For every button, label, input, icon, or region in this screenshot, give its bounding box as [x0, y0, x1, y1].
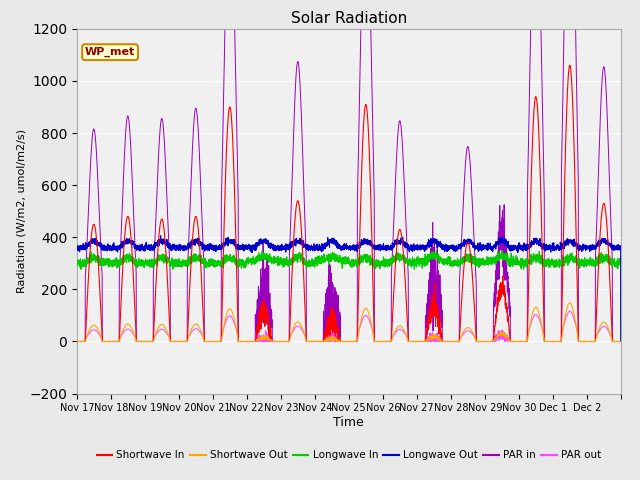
- Longwave Out: [157, 233, 164, 239]
- Shortwave Out: [566, 300, 573, 306]
- Shortwave Out: [539, 328, 547, 334]
- Shortwave In: [498, 288, 506, 294]
- PAR in: [539, 117, 547, 122]
- Line: Shortwave In: Shortwave In: [77, 65, 621, 341]
- PAR out: [73, 338, 81, 344]
- X-axis label: Time: Time: [333, 416, 364, 429]
- Longwave In: [525, 258, 532, 264]
- Shortwave Out: [617, 338, 625, 344]
- PAR out: [369, 327, 377, 333]
- Longwave In: [498, 248, 506, 253]
- PAR out: [398, 327, 406, 333]
- Text: WP_met: WP_met: [85, 47, 135, 57]
- Longwave Out: [369, 244, 377, 250]
- Shortwave In: [369, 275, 377, 281]
- PAR in: [186, 217, 193, 223]
- Y-axis label: Radiation (W/m2, umol/m2/s): Radiation (W/m2, umol/m2/s): [17, 129, 26, 293]
- PAR in: [617, 338, 625, 344]
- Longwave In: [186, 260, 193, 265]
- Longwave Out: [398, 240, 406, 245]
- Shortwave In: [73, 338, 81, 344]
- Longwave Out: [617, 338, 625, 344]
- Longwave In: [539, 258, 547, 264]
- Longwave In: [73, 261, 81, 267]
- Title: Solar Radiation: Solar Radiation: [291, 11, 407, 26]
- Shortwave In: [186, 288, 193, 293]
- Legend: Shortwave In, Shortwave Out, Longwave In, Longwave Out, PAR in, PAR out: Shortwave In, Shortwave Out, Longwave In…: [93, 446, 605, 465]
- Shortwave Out: [525, 331, 532, 336]
- Line: Longwave Out: Longwave Out: [77, 236, 621, 341]
- Line: PAR out: PAR out: [77, 311, 621, 341]
- Longwave In: [433, 247, 440, 253]
- Line: Shortwave Out: Shortwave Out: [77, 303, 621, 341]
- Shortwave In: [398, 236, 406, 241]
- PAR in: [525, 136, 532, 142]
- Longwave Out: [525, 244, 532, 250]
- Longwave Out: [73, 247, 81, 252]
- Longwave Out: [186, 241, 193, 247]
- PAR in: [73, 338, 81, 344]
- Line: PAR in: PAR in: [77, 0, 621, 341]
- PAR out: [539, 326, 547, 332]
- PAR out: [186, 332, 193, 338]
- PAR in: [369, 133, 377, 139]
- Longwave Out: [498, 235, 506, 240]
- Longwave Out: [539, 241, 547, 247]
- Shortwave In: [566, 62, 573, 68]
- Shortwave Out: [369, 330, 377, 336]
- PAR out: [617, 338, 625, 344]
- Shortwave Out: [498, 332, 506, 338]
- Shortwave In: [617, 338, 625, 344]
- PAR in: [498, 237, 506, 242]
- PAR in: [398, 135, 406, 141]
- Shortwave In: [525, 281, 532, 287]
- Shortwave Out: [186, 332, 193, 337]
- PAR out: [566, 308, 573, 314]
- Shortwave In: [539, 264, 547, 270]
- Longwave In: [369, 259, 377, 265]
- Longwave In: [617, 338, 625, 344]
- Longwave In: [398, 255, 406, 261]
- Line: Longwave In: Longwave In: [77, 250, 621, 341]
- Shortwave Out: [398, 324, 406, 330]
- Shortwave Out: [73, 338, 81, 344]
- PAR out: [525, 327, 532, 333]
- PAR out: [498, 331, 506, 336]
